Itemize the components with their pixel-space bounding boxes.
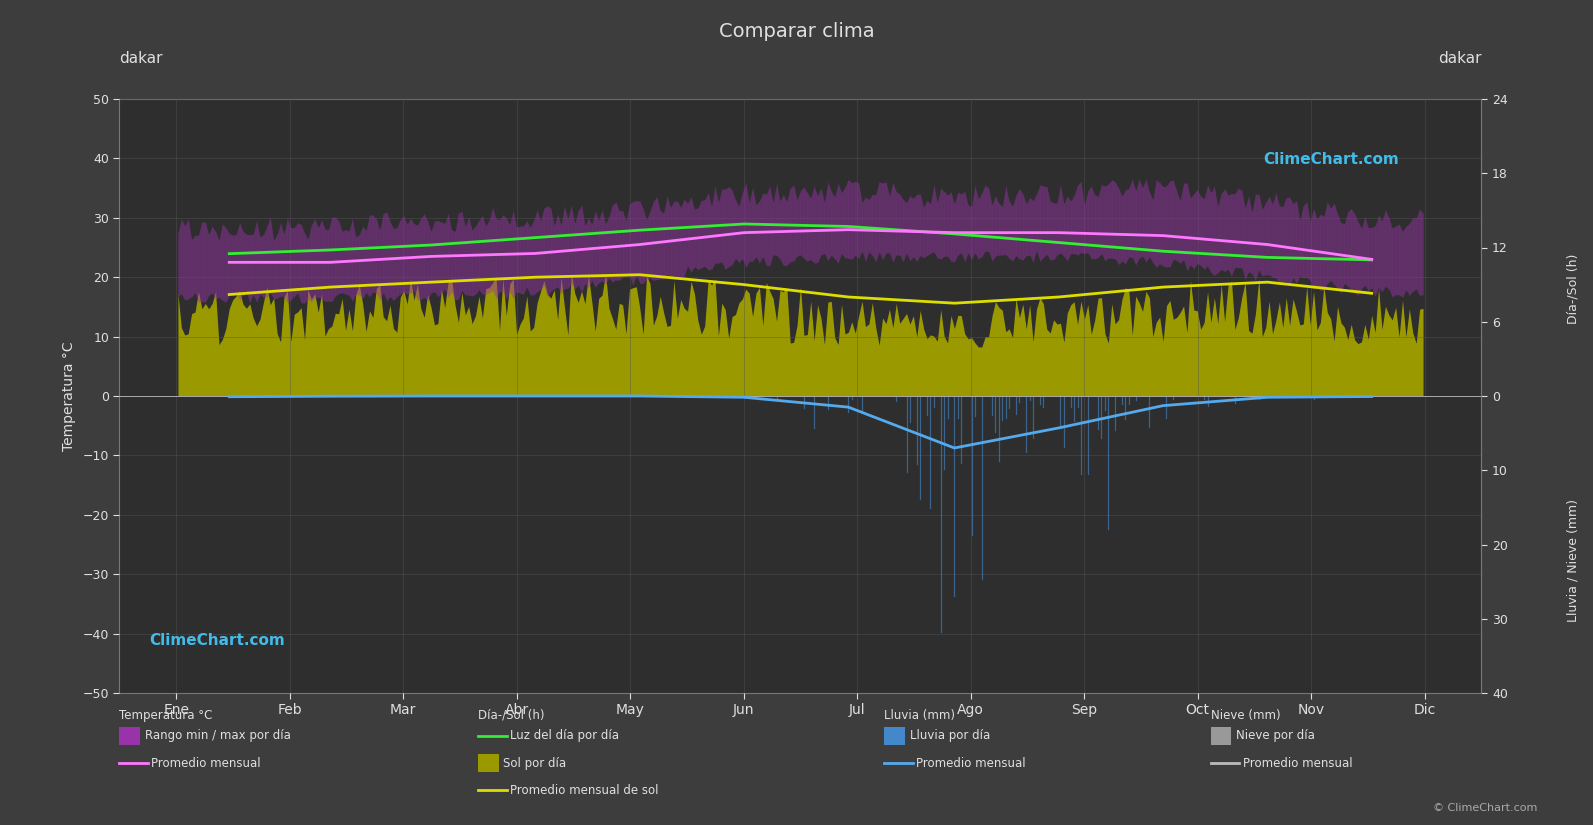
Text: Rango min / max por día: Rango min / max por día: [145, 729, 292, 742]
Y-axis label: Temperatura °C: Temperatura °C: [62, 342, 75, 450]
Text: Temperatura °C: Temperatura °C: [119, 709, 213, 722]
Text: Promedio mensual: Promedio mensual: [151, 757, 261, 770]
Text: Lluvia / Nieve (mm): Lluvia / Nieve (mm): [1566, 499, 1580, 623]
Text: Promedio mensual de sol: Promedio mensual de sol: [510, 784, 658, 797]
Text: Comparar clima: Comparar clima: [718, 21, 875, 41]
Text: Sol por día: Sol por día: [503, 757, 567, 770]
Text: Nieve (mm): Nieve (mm): [1211, 709, 1281, 722]
Text: Lluvia por día: Lluvia por día: [910, 729, 989, 742]
Text: ClimeChart.com: ClimeChart.com: [150, 634, 285, 648]
Text: © ClimeChart.com: © ClimeChart.com: [1432, 803, 1537, 813]
Text: dakar: dakar: [119, 51, 162, 66]
Text: Lluvia (mm): Lluvia (mm): [884, 709, 956, 722]
Text: ClimeChart.com: ClimeChart.com: [1263, 153, 1399, 167]
Text: Promedio mensual: Promedio mensual: [916, 757, 1026, 770]
Text: Luz del día por día: Luz del día por día: [510, 729, 618, 742]
Text: Promedio mensual: Promedio mensual: [1243, 757, 1352, 770]
Text: Día-/Sol (h): Día-/Sol (h): [1566, 253, 1580, 324]
Text: Día-/Sol (h): Día-/Sol (h): [478, 709, 545, 722]
Text: dakar: dakar: [1438, 51, 1481, 66]
Text: Nieve por día: Nieve por día: [1236, 729, 1316, 742]
